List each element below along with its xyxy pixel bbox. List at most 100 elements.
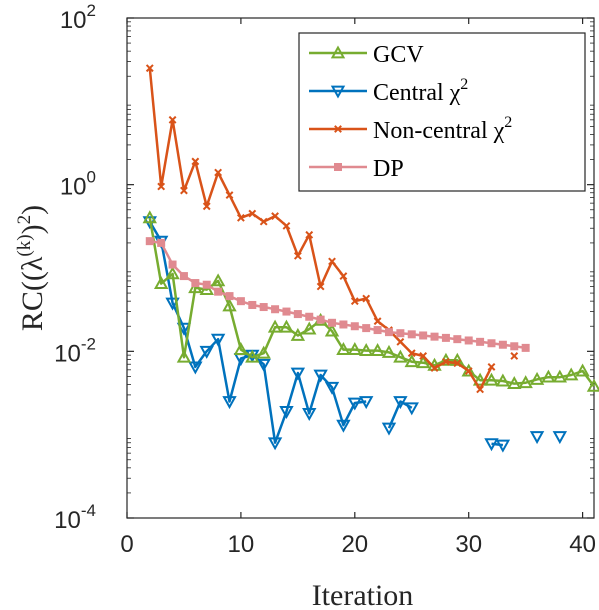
data-point: [271, 305, 280, 314]
legend-item: Non-central χ2: [309, 114, 512, 144]
x-marker-stroke: [476, 385, 485, 394]
data-point: [430, 332, 439, 341]
data-point: [336, 419, 351, 433]
x-marker-stroke: [271, 212, 279, 220]
data-point: [350, 322, 359, 331]
legend-marker: [334, 125, 342, 133]
data-point: [282, 307, 291, 316]
data-point: [305, 230, 314, 239]
y-tick-exponent: -4: [81, 501, 96, 520]
data-point: [484, 438, 499, 452]
data-point: [507, 376, 522, 390]
data-point: [316, 315, 325, 324]
data-point: [362, 294, 371, 303]
data-point: [245, 349, 260, 363]
data-point: [313, 369, 328, 383]
data-point: [290, 367, 306, 381]
data-point: [191, 279, 200, 288]
data-point: [180, 186, 188, 195]
data-point: [145, 64, 154, 73]
y-tick-base: 10: [60, 174, 87, 201]
data-point: [358, 343, 374, 357]
data-point: [484, 372, 499, 386]
y-tick-exponent: -2: [81, 334, 96, 353]
data-point: [336, 342, 351, 355]
data-point: [453, 359, 462, 368]
data-point: [165, 266, 180, 280]
x-tick-label: 20: [341, 531, 368, 558]
legend-item: GCV: [309, 42, 424, 68]
data-point: [302, 321, 317, 335]
data-point: [214, 287, 223, 296]
data-point: [510, 352, 519, 360]
x-marker-stroke: [282, 221, 291, 230]
data-point: [282, 221, 291, 230]
data-point: [487, 363, 496, 371]
axes: 0 10 20 30 4010-410-2100102IterationRC((λ(k)…: [14, 1, 596, 610]
data-point: [552, 431, 568, 445]
series-dp: [145, 237, 530, 352]
data-point: [541, 369, 556, 383]
data-point: [521, 343, 530, 352]
data-point: [339, 272, 348, 280]
data-point: [510, 342, 519, 351]
x-marker-stroke: [339, 272, 348, 280]
y-tick-base: 10: [54, 340, 81, 367]
series-layer: [142, 64, 599, 453]
data-point: [168, 260, 177, 269]
data-point: [453, 335, 462, 344]
series-central: [142, 216, 568, 453]
data-point: [495, 373, 511, 387]
x-marker-stroke: [396, 337, 405, 346]
legend-label-text: Central χ: [373, 80, 461, 106]
y-tick-label: 100: [60, 168, 96, 201]
x-marker-stroke: [157, 182, 166, 191]
legend-label: GCV: [373, 42, 424, 68]
data-point: [142, 210, 157, 224]
data-point: [279, 319, 294, 333]
data-point: [191, 157, 200, 166]
y-tick-label: 10-2: [54, 334, 96, 367]
x-marker-stroke: [259, 217, 268, 226]
legend-label: Non-central χ2: [373, 114, 512, 144]
x-marker-stroke: [362, 294, 371, 303]
data-point: [472, 372, 488, 386]
data-point: [476, 385, 485, 394]
y-tick-exponent: 0: [87, 168, 96, 187]
x-marker-stroke: [214, 168, 223, 177]
data-point: [168, 115, 177, 124]
data-point: [293, 310, 302, 319]
data-point: [165, 297, 180, 311]
data-point: [256, 345, 271, 359]
data-point: [415, 355, 431, 369]
x-marker-stroke: [316, 282, 325, 291]
x-marker-stroke: [145, 64, 154, 73]
data-point: [188, 361, 203, 375]
x-marker-stroke: [248, 209, 257, 218]
data-point: [396, 329, 405, 338]
data-point: [267, 319, 283, 333]
y-tick-base: 10: [60, 7, 87, 34]
legend-marker: [334, 163, 342, 171]
data-point: [419, 331, 428, 340]
legend-marker: [330, 85, 346, 99]
legend-label-sup: 2: [504, 114, 512, 131]
x-marker-stroke: [487, 363, 496, 371]
data-point: [188, 280, 203, 294]
data-point: [145, 237, 154, 246]
x-marker-stroke: [191, 157, 200, 166]
x-tick-label: 40: [569, 531, 596, 558]
data-point: [396, 337, 405, 346]
data-point: [575, 363, 590, 377]
x-marker-stroke: [464, 367, 473, 375]
data-point: [430, 364, 439, 372]
data-point: [279, 406, 294, 419]
data-point: [293, 251, 302, 260]
data-point: [324, 323, 340, 337]
data-point: [362, 324, 371, 333]
data-point: [586, 378, 599, 392]
series-line: [148, 217, 596, 388]
data-point: [518, 375, 533, 389]
legend-item: Central χ2: [309, 76, 468, 106]
y-axis-title-part: ): [16, 224, 49, 234]
